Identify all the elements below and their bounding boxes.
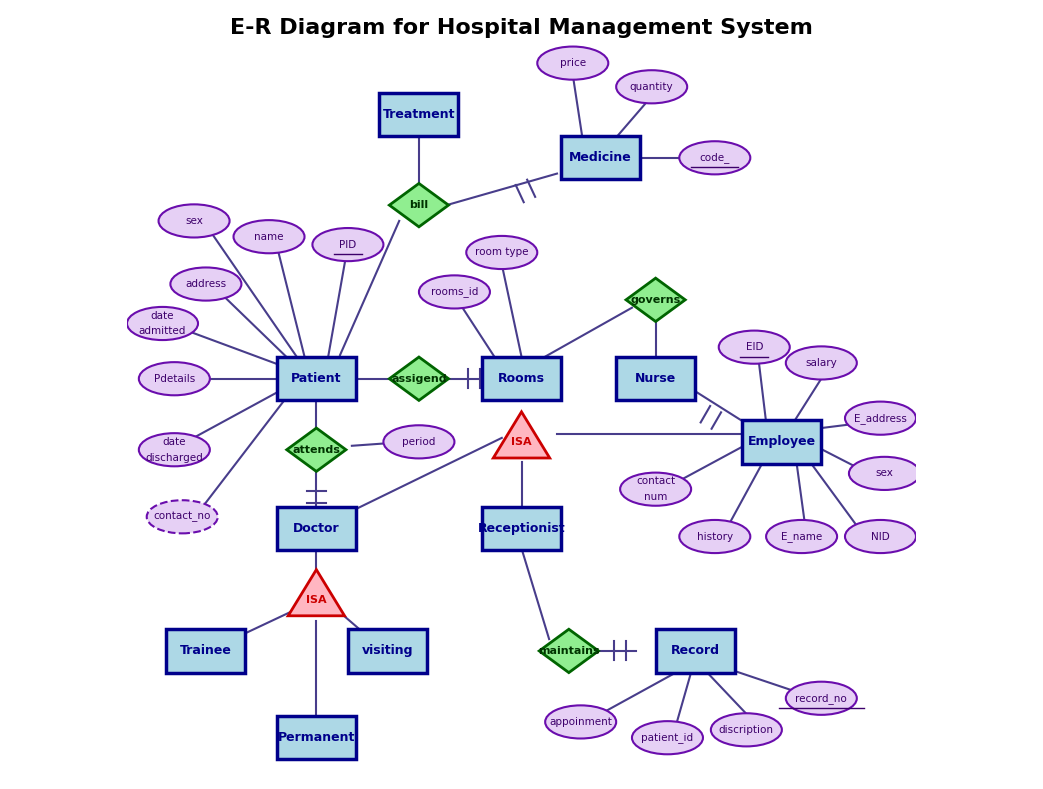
Text: Nurse: Nurse bbox=[635, 372, 676, 385]
Ellipse shape bbox=[632, 721, 703, 754]
Ellipse shape bbox=[170, 267, 241, 301]
Ellipse shape bbox=[147, 500, 218, 533]
Text: appoinment: appoinment bbox=[550, 717, 612, 727]
Text: quantity: quantity bbox=[630, 82, 674, 92]
Text: Medicine: Medicine bbox=[569, 151, 632, 164]
Text: patient_id: patient_id bbox=[641, 732, 694, 743]
FancyBboxPatch shape bbox=[561, 136, 639, 179]
Text: PID: PID bbox=[339, 240, 357, 249]
Ellipse shape bbox=[845, 520, 916, 553]
Ellipse shape bbox=[537, 47, 608, 80]
Text: date: date bbox=[151, 311, 174, 320]
Ellipse shape bbox=[419, 275, 490, 308]
Ellipse shape bbox=[313, 228, 384, 261]
Polygon shape bbox=[493, 412, 550, 458]
Text: ISA: ISA bbox=[306, 595, 326, 604]
Text: discharged: discharged bbox=[145, 453, 203, 462]
Polygon shape bbox=[539, 630, 599, 672]
Polygon shape bbox=[288, 570, 344, 615]
Text: Pdetails: Pdetails bbox=[153, 374, 195, 383]
Text: discription: discription bbox=[719, 725, 774, 735]
FancyBboxPatch shape bbox=[276, 507, 356, 551]
Ellipse shape bbox=[616, 70, 687, 103]
Text: bill: bill bbox=[409, 200, 429, 210]
Text: contact_no: contact_no bbox=[153, 511, 211, 522]
Text: name: name bbox=[254, 232, 284, 241]
FancyBboxPatch shape bbox=[743, 421, 821, 464]
Text: num: num bbox=[644, 492, 668, 502]
Text: Rooms: Rooms bbox=[498, 372, 545, 385]
FancyBboxPatch shape bbox=[276, 357, 356, 401]
Ellipse shape bbox=[466, 236, 537, 269]
Ellipse shape bbox=[139, 433, 210, 466]
Text: E_name: E_name bbox=[781, 531, 822, 542]
Text: assigend: assigend bbox=[391, 374, 446, 383]
Ellipse shape bbox=[384, 425, 455, 458]
Text: Record: Record bbox=[671, 645, 720, 657]
FancyBboxPatch shape bbox=[380, 93, 458, 136]
FancyBboxPatch shape bbox=[348, 630, 427, 672]
Text: sex: sex bbox=[875, 469, 894, 478]
Ellipse shape bbox=[159, 204, 229, 237]
Ellipse shape bbox=[767, 520, 838, 553]
Text: room type: room type bbox=[475, 248, 529, 257]
Ellipse shape bbox=[785, 346, 857, 380]
FancyBboxPatch shape bbox=[616, 357, 695, 401]
Polygon shape bbox=[389, 184, 448, 227]
Text: attends: attends bbox=[292, 445, 340, 454]
Text: Trainee: Trainee bbox=[180, 645, 232, 657]
FancyBboxPatch shape bbox=[482, 357, 561, 401]
Text: record_no: record_no bbox=[796, 693, 847, 704]
Ellipse shape bbox=[849, 457, 920, 490]
Text: governs: governs bbox=[631, 295, 681, 305]
FancyBboxPatch shape bbox=[276, 716, 356, 759]
Text: date: date bbox=[163, 437, 186, 447]
Ellipse shape bbox=[679, 141, 750, 174]
Text: contact: contact bbox=[636, 477, 675, 486]
Ellipse shape bbox=[234, 220, 305, 253]
Text: address: address bbox=[186, 279, 226, 289]
Text: E-R Diagram for Hospital Management System: E-R Diagram for Hospital Management Syst… bbox=[231, 17, 812, 38]
Text: history: history bbox=[697, 532, 733, 541]
Text: Receptionist: Receptionist bbox=[478, 522, 565, 535]
FancyBboxPatch shape bbox=[482, 507, 561, 551]
Text: Treatment: Treatment bbox=[383, 108, 455, 121]
Ellipse shape bbox=[127, 307, 198, 340]
Polygon shape bbox=[626, 279, 685, 322]
Text: sex: sex bbox=[185, 216, 203, 226]
Text: code_: code_ bbox=[700, 152, 730, 163]
Ellipse shape bbox=[785, 682, 857, 715]
FancyBboxPatch shape bbox=[167, 630, 245, 672]
Ellipse shape bbox=[545, 705, 616, 739]
Text: rooms_id: rooms_id bbox=[431, 286, 478, 297]
Text: price: price bbox=[560, 58, 586, 68]
Ellipse shape bbox=[679, 520, 750, 553]
Text: E_address: E_address bbox=[854, 413, 907, 424]
Polygon shape bbox=[389, 357, 448, 401]
Ellipse shape bbox=[711, 713, 782, 746]
Text: maintains: maintains bbox=[538, 646, 600, 656]
Ellipse shape bbox=[139, 362, 210, 395]
Text: Doctor: Doctor bbox=[293, 522, 340, 535]
Text: Employee: Employee bbox=[748, 436, 816, 448]
Ellipse shape bbox=[845, 402, 916, 435]
Text: visiting: visiting bbox=[362, 645, 413, 657]
Ellipse shape bbox=[621, 473, 692, 506]
Text: NID: NID bbox=[871, 532, 890, 541]
FancyBboxPatch shape bbox=[656, 630, 734, 672]
Text: ISA: ISA bbox=[511, 437, 532, 447]
Text: EID: EID bbox=[746, 342, 763, 352]
Text: admitted: admitted bbox=[139, 327, 187, 336]
Text: salary: salary bbox=[805, 358, 838, 368]
Ellipse shape bbox=[719, 331, 790, 364]
Text: period: period bbox=[403, 437, 436, 447]
Text: Permanent: Permanent bbox=[277, 731, 355, 744]
Polygon shape bbox=[287, 428, 346, 472]
Text: Patient: Patient bbox=[291, 372, 342, 385]
